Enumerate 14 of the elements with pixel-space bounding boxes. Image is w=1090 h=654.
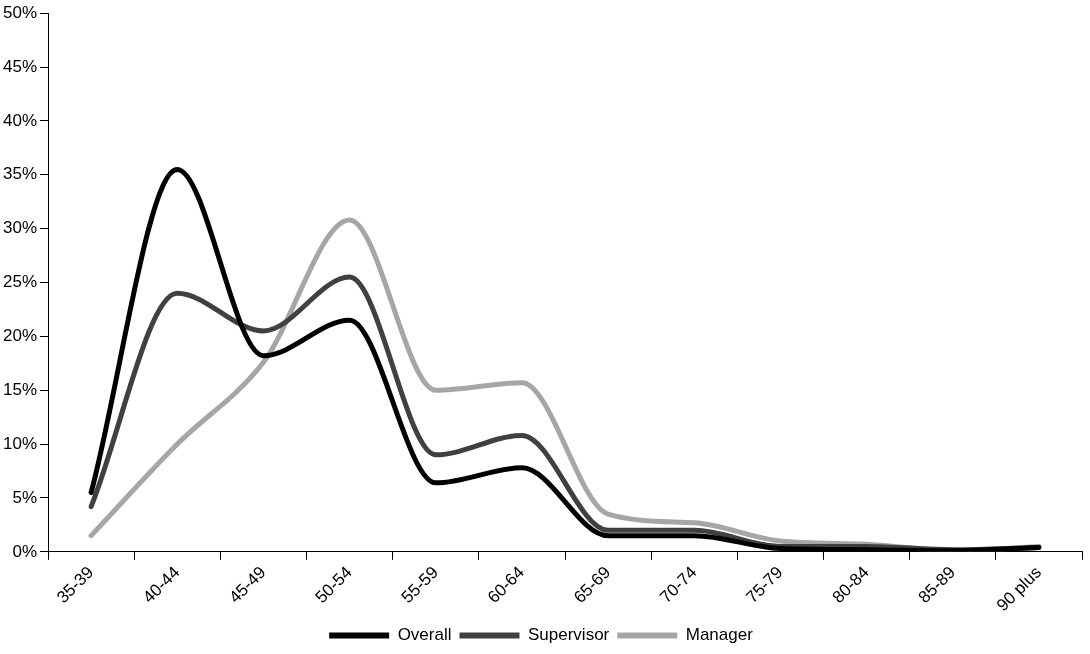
y-tick-label: 40% (2, 110, 38, 130)
y-tick-label: 15% (2, 379, 38, 399)
legend-label: Overall (397, 625, 452, 645)
y-tick-label: 20% (2, 326, 38, 346)
legend-label: Supervisor (528, 625, 610, 645)
y-tick-label: 35% (2, 164, 38, 184)
y-tick-label: 25% (2, 272, 38, 292)
y-tick-label: 10% (2, 433, 38, 453)
y-tick-label: 45% (2, 56, 38, 76)
y-tick-label: 0% (12, 541, 38, 561)
y-tick-label: 5% (12, 487, 38, 507)
y-tick-label: 50% (2, 2, 38, 22)
y-tick-label: 30% (2, 218, 38, 238)
legend-label: Manager (685, 625, 754, 645)
